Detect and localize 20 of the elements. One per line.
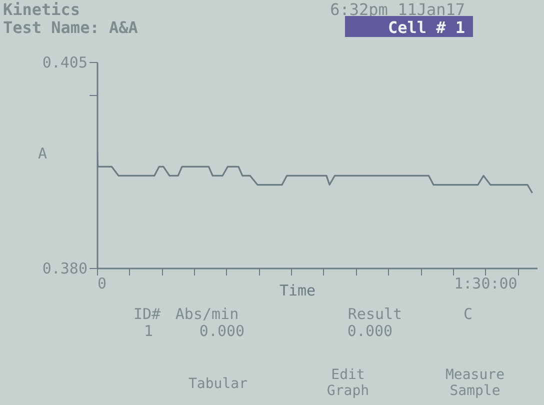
text: Measure Sample — [445, 367, 505, 399]
text: Abs/min — [175, 305, 239, 323]
text: C — [463, 305, 473, 323]
text: 6:32pm 11Jan17 — [330, 0, 465, 19]
y-tick-label: 0.405 — [42, 54, 88, 72]
text: 1 — [144, 322, 153, 340]
chart-subtitle: Test Name: A&A — [3, 18, 138, 37]
text: Edit Graph — [326, 367, 370, 399]
x-tick-label: 1:30:00 — [454, 274, 518, 292]
text: Cell # 1 — [388, 18, 465, 37]
text: ID# — [133, 305, 161, 323]
y-axis-title: A — [38, 144, 48, 162]
x-tick-label: 0 — [98, 274, 107, 292]
text: 0.000 — [347, 322, 393, 340]
text: Tabular — [188, 376, 248, 392]
chart-title: Kinetics — [3, 0, 80, 19]
text: Result — [348, 305, 402, 323]
x-axis-title: Time — [279, 282, 316, 300]
text: 0.000 — [199, 322, 245, 340]
y-tick-label: 0.380 — [42, 260, 88, 278]
